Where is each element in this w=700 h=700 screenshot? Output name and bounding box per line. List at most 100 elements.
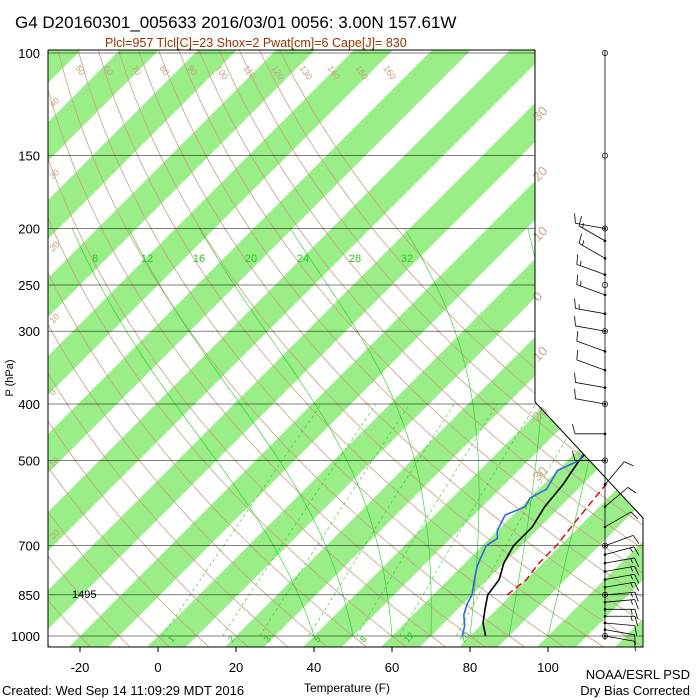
wind-barb [574, 315, 607, 333]
isotherm-label: 0 [530, 288, 546, 304]
y-tick-label: 850 [18, 588, 40, 603]
moist-adiabats [71, 228, 630, 637]
org-label: NOAA/ESRL PSD [586, 667, 690, 682]
wind-barb [603, 628, 636, 645]
created-timestamp: Created: Wed Sep 14 11:09:29 MDT 2016 [2, 683, 244, 698]
y-tick-label: 400 [18, 397, 40, 412]
wind-barb [576, 274, 607, 297]
isotherm-band [692, 0, 700, 648]
wind-barb [574, 372, 607, 389]
wind-barb [603, 634, 636, 652]
isotherm-label: 10 [530, 223, 551, 244]
mixing-ratio-label: 5 [312, 634, 323, 644]
correction-label: Dry Bias Corrected [580, 683, 690, 698]
y-tick-label: 1000 [11, 629, 40, 644]
mixing-ratio-label: 8 [358, 634, 369, 644]
moist-adiabat [404, 228, 480, 637]
wind-barb [574, 388, 607, 406]
wind-barb [603, 608, 638, 620]
wind-barb [574, 298, 607, 315]
wind-barb [603, 511, 639, 529]
isotherm-label-left: 0 [47, 387, 58, 398]
level-ring [602, 401, 608, 407]
dry-adiabat [48, 50, 251, 647]
moist-adiabat-label: 16 [193, 253, 205, 265]
dry-adiabat [48, 50, 290, 647]
dry-adiabat [48, 50, 330, 647]
wind-barb [576, 331, 607, 353]
temperature-profile [482, 194, 643, 637]
mixing-ratio-label: 2 [226, 634, 237, 644]
level-ring [602, 633, 608, 639]
mixing-ratio-label: 3 [262, 634, 273, 644]
isotherm-band [301, 50, 643, 647]
level-ring [602, 225, 608, 232]
dry-adiabat-label: 50 [73, 63, 87, 77]
dry-adiabat [48, 50, 172, 647]
wind-barb [603, 581, 640, 592]
isotherm-band [145, 50, 643, 647]
x-tick-label: 0 [154, 660, 161, 675]
level-ring [602, 591, 608, 598]
surface-height-label: 1495 [72, 589, 96, 601]
isotherm-band [48, 50, 291, 647]
dry-adiabat [48, 50, 92, 647]
level-ring [602, 282, 608, 288]
wind-barb [574, 213, 607, 230]
x-axis-label: Temperature (F) [304, 681, 390, 695]
wind-barb [603, 535, 640, 547]
level-ring [602, 542, 608, 549]
chart-title: G4 D20160301_005633 2016/03/01 0056: 3.0… [15, 13, 456, 32]
wind-barb [603, 591, 639, 602]
level-ring [602, 328, 608, 335]
dry-adiabat [0, 26, 13, 648]
isotherm-label-left: 30 [47, 167, 61, 181]
wind-barb [572, 424, 607, 436]
level-ring [602, 50, 608, 56]
y-tick-label: 200 [18, 222, 40, 237]
plot-frame [47, 49, 644, 648]
moist-adiabat [199, 228, 393, 637]
y-tick-label: 500 [18, 453, 40, 468]
dry-adiabat-label: 90 [185, 63, 199, 77]
moist-adiabat [128, 228, 354, 637]
wind-barb [603, 599, 639, 610]
isotherm-band [48, 50, 525, 647]
moist-adiabat-label: 28 [349, 253, 361, 265]
isotherm-band [48, 50, 643, 647]
y-axis-label: P (hPa) [4, 359, 16, 396]
x-tick-label: 40 [307, 660, 321, 675]
mixing-ratio-label: 20 [458, 630, 472, 644]
wind-barb [603, 621, 638, 636]
isotherm-band [379, 50, 643, 647]
isotherm-band [613, 50, 643, 647]
chart-indices: Plcl=957 Tlcl[C]=23 Shox=2 Pwat[cm]=6 Ca… [105, 36, 407, 50]
moist-adiabat [289, 228, 432, 637]
wind-barb [576, 349, 607, 372]
wind-barb [572, 450, 607, 462]
isotherm-label-left: 40 [47, 95, 61, 109]
wind-barb [603, 546, 640, 556]
isotherm-label: 20 [530, 163, 551, 184]
moist-adiabat-label: 12 [141, 253, 153, 265]
wind-barb [603, 573, 640, 584]
wind-barb [603, 487, 637, 508]
mixing-ratio-label: 12 [402, 630, 416, 644]
moist-adiabat-label: 32 [401, 253, 413, 265]
isotherm-band [48, 50, 447, 647]
dry-adiabat [48, 50, 132, 647]
y-tick-label: 250 [18, 278, 40, 293]
y-tick-label: 300 [18, 324, 40, 339]
dry-adiabat [48, 50, 211, 647]
wind-barbs [572, 50, 640, 652]
x-tick-label: 60 [385, 660, 399, 675]
y-tick-label: 700 [18, 539, 40, 554]
y-tick-label: 100 [18, 46, 40, 61]
level-ring [602, 152, 608, 159]
x-tick-label: -20 [71, 660, 90, 675]
isotherm-band [48, 50, 603, 647]
x-tick-label: 20 [229, 660, 243, 675]
dry-adiabat-label: 160 [381, 63, 398, 81]
